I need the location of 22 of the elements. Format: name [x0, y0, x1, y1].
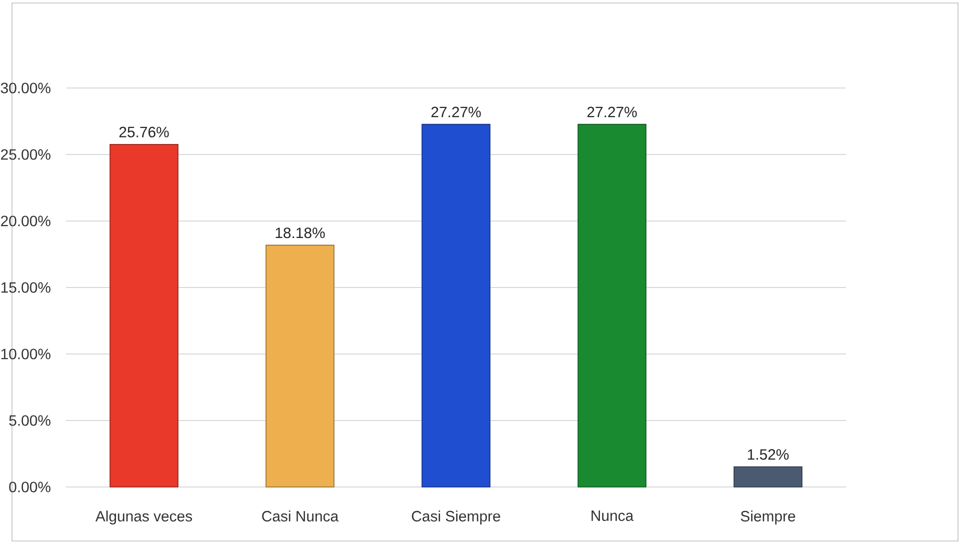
- bar: [422, 124, 490, 488]
- y-tick-label: 25.00%: [1, 149, 50, 160]
- y-tick-label: 0.00%: [9, 482, 50, 492]
- data-label: 1.52%: [748, 449, 789, 460]
- x-tick-label: Nunca: [592, 510, 634, 521]
- y-tick-label: 10.00%: [1, 348, 50, 360]
- x-tick-label: Casi Nunca: [262, 510, 339, 522]
- y-tick-label: 30.00%: [0, 82, 50, 94]
- bar: [110, 144, 178, 488]
- y-tick-label: 15.00%: [1, 282, 50, 293]
- bar: [734, 466, 802, 488]
- data-label: 18.18%: [276, 228, 325, 238]
- x-tick-label: Algunas veces: [95, 510, 192, 524]
- bar: [266, 244, 334, 488]
- x-tick-label: Casi Siempre: [412, 510, 500, 524]
- y-tick-label: 20.00%: [1, 216, 50, 226]
- data-label: 27.27%: [431, 106, 481, 118]
- x-tick-label: Siempre: [740, 510, 796, 524]
- bar: [578, 124, 646, 488]
- y-tick-label: 5.00%: [9, 415, 50, 426]
- data-label: 27.27%: [587, 106, 637, 118]
- data-label: 25.76%: [119, 126, 169, 138]
